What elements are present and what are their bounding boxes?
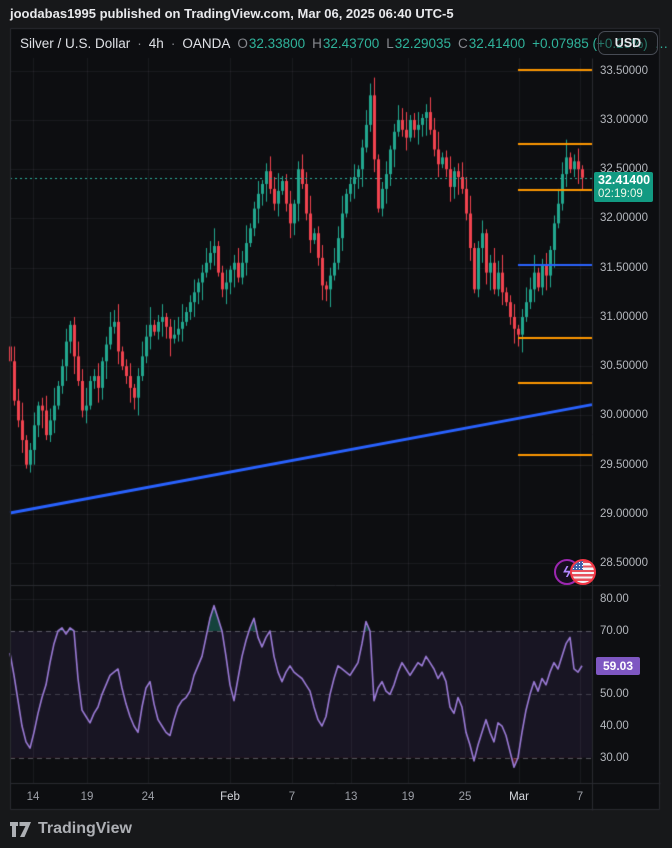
rsi-tick-label: 70.00	[600, 624, 629, 637]
chart-legend[interactable]: Silver / U.S. Dollar · 4h · OANDA O 32.3…	[20, 35, 668, 51]
time-tick-label: 19	[401, 791, 415, 803]
price-tick-label: 29.50000	[600, 458, 648, 471]
ohlc-high: H 32.43700	[312, 36, 379, 51]
change-value: +0.07985 (+0.25%)	[532, 35, 648, 51]
ohlc-low: L 32.29035	[386, 36, 451, 51]
rsi-value-badge: 59.03	[596, 657, 640, 675]
interval-label[interactable]: 4h	[148, 35, 164, 51]
separator-dot: ·	[170, 35, 176, 51]
tradingview-logo-text: TradingView	[38, 820, 132, 837]
countdown-timer: 02:19:09	[598, 188, 643, 200]
time-tick-label: 13	[344, 791, 358, 803]
high-label: H	[312, 35, 322, 51]
time-tick-label: 25	[458, 791, 472, 803]
currency-button[interactable]: USD	[598, 31, 658, 55]
publish-text: joodabas1995 published on TradingView.co…	[10, 6, 454, 21]
current-price-value: 32.41400	[598, 173, 651, 187]
high-value: 32.43700	[322, 35, 380, 51]
tradingview-logo[interactable]: TradingView	[10, 820, 132, 838]
price-tick-label: 33.50000	[600, 64, 648, 77]
rsi-tick-label: 30.00	[600, 751, 629, 764]
price-tick-label: 30.50000	[600, 360, 648, 373]
open-value: 32.33800	[248, 35, 306, 51]
open-label: O	[237, 35, 248, 51]
current-price-badge: 32.41400 02:19:09	[594, 172, 653, 202]
exchange-label: OANDA	[182, 35, 231, 51]
price-tick-label: 28.50000	[600, 557, 648, 570]
rsi-tick-label: 80.00	[600, 593, 629, 606]
us-flag-icon	[572, 561, 583, 570]
price-tick-label: 29.00000	[600, 507, 648, 520]
ohlc-close: C 32.41400	[458, 36, 525, 51]
separator-dot: ·	[137, 35, 142, 51]
low-label: L	[386, 35, 394, 51]
time-tick-label: Mar	[509, 791, 529, 803]
close-value: 32.41400	[468, 35, 526, 51]
price-tick-label: 31.00000	[600, 310, 648, 323]
time-tick-label: 19	[80, 791, 94, 803]
time-tick-label: 14	[26, 791, 40, 803]
event-marker-us-flag[interactable]	[570, 559, 596, 585]
publish-bar: joodabas1995 published on TradingView.co…	[10, 6, 660, 24]
time-tick-label: 24	[141, 791, 155, 803]
legend-ellipsis[interactable]: …	[654, 35, 669, 51]
time-tick-label: 7	[576, 791, 584, 803]
close-label: C	[458, 35, 468, 51]
price-tick-label: 32.00000	[600, 212, 648, 225]
rsi-tick-label: 40.00	[600, 720, 629, 733]
time-tick-label: 7	[288, 791, 296, 803]
price-tick-label: 33.00000	[600, 113, 648, 126]
price-tick-label: 30.00000	[600, 409, 648, 422]
rsi-tick-label: 50.00	[600, 688, 629, 701]
symbol-title[interactable]: Silver / U.S. Dollar	[20, 35, 131, 51]
price-tick-label: 31.50000	[600, 261, 648, 274]
time-tick-label: Feb	[220, 791, 240, 803]
low-value: 32.29035	[394, 35, 452, 51]
lightning-icon: ϟ	[563, 563, 571, 581]
tradingview-logo-icon	[10, 821, 31, 837]
ohlc-open: O 32.33800	[237, 36, 305, 51]
